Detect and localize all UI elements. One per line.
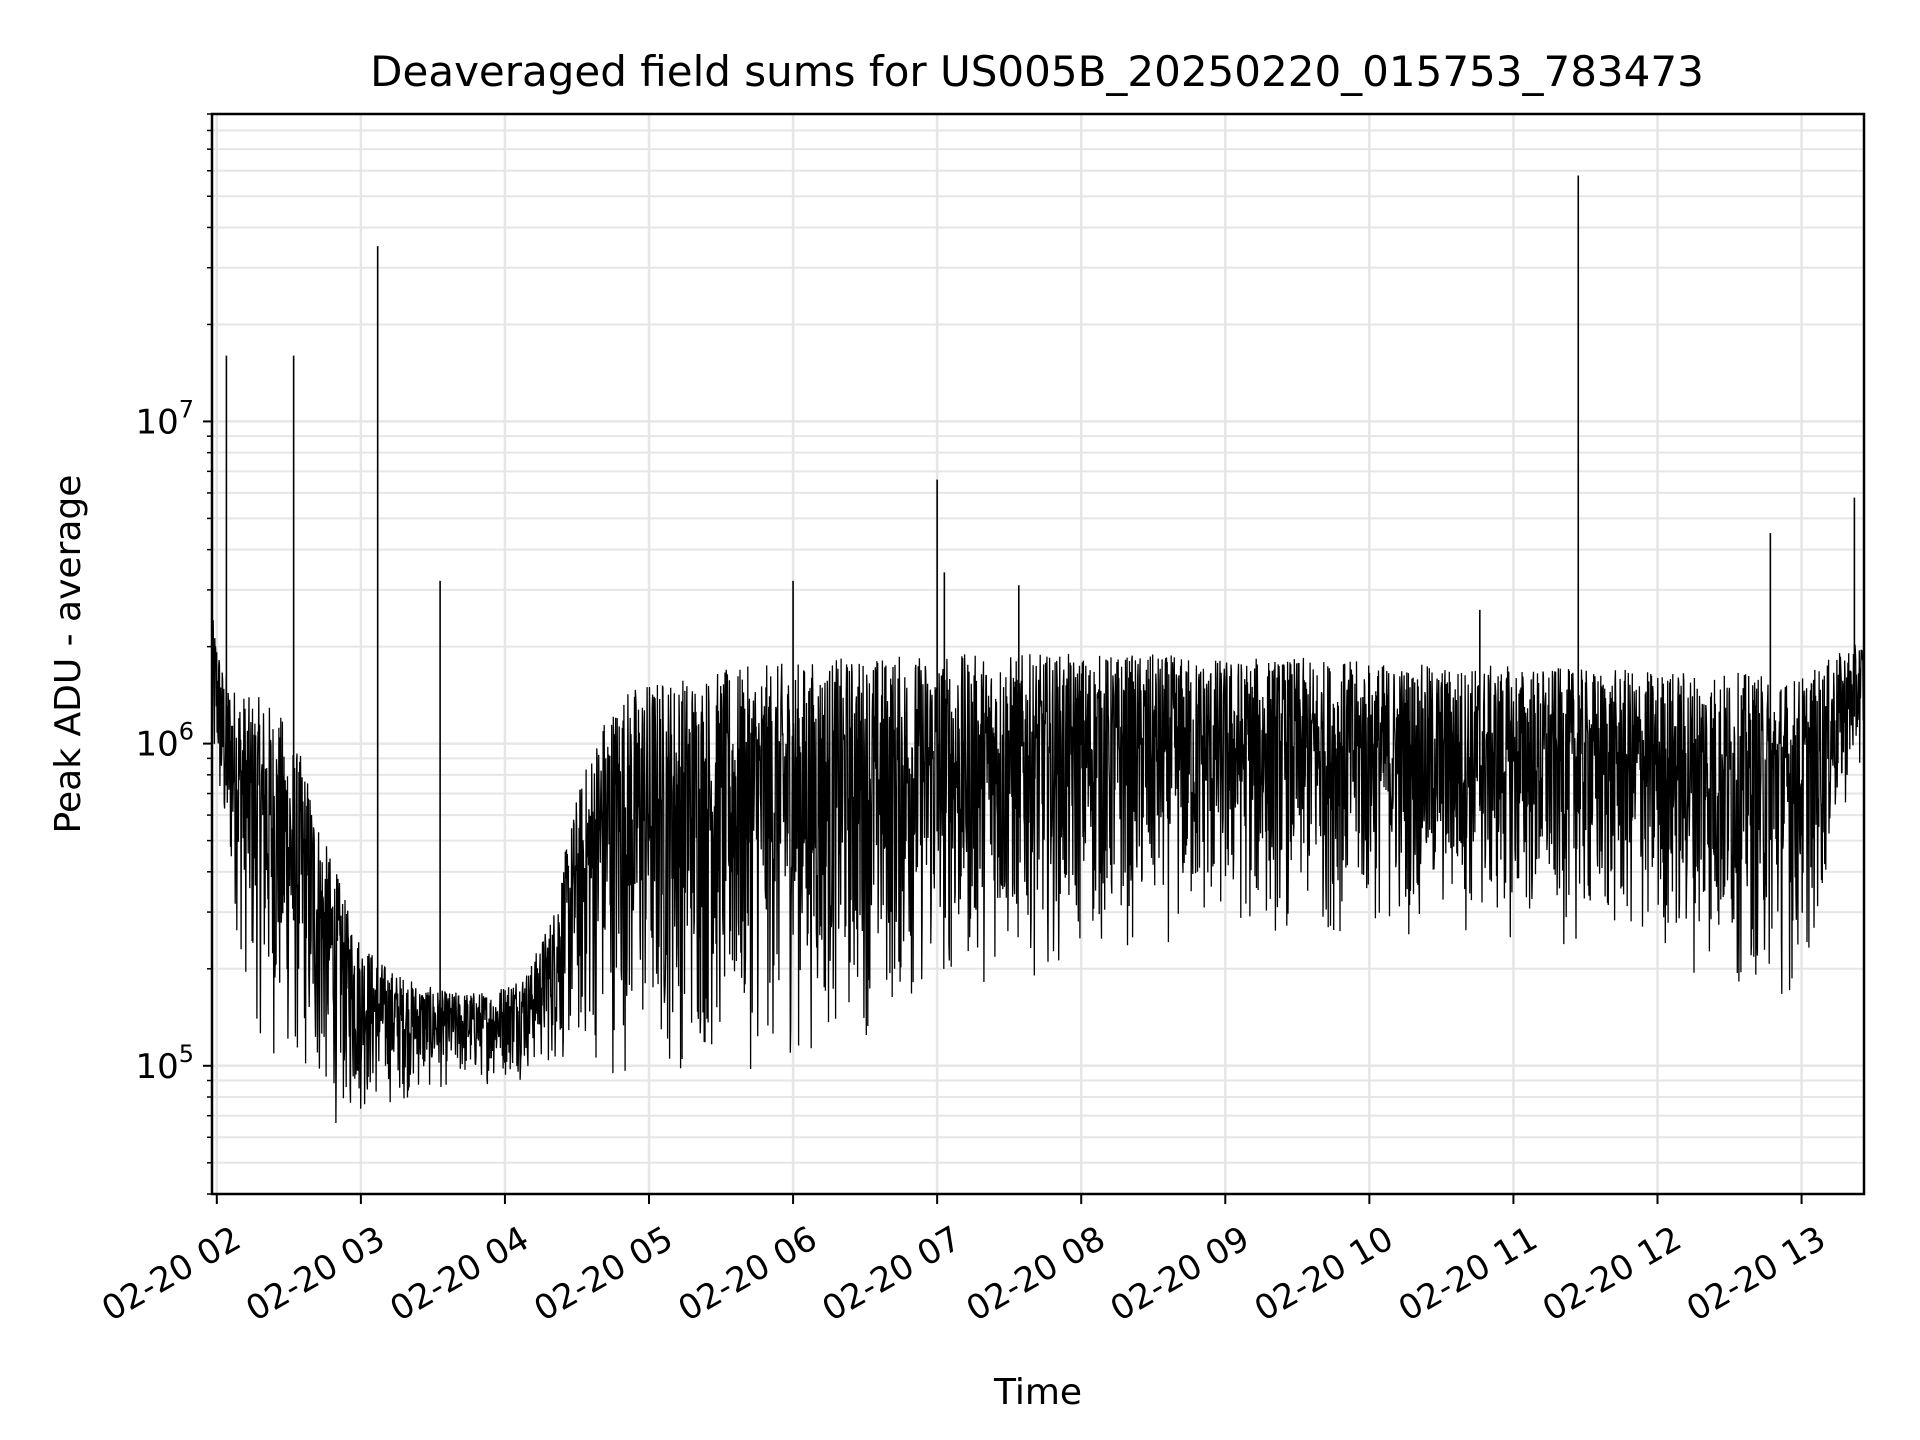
x-axis-label: Time	[993, 1372, 1082, 1413]
y-tick-label: 106	[135, 718, 194, 765]
y-axis-label: Peak ADU - average	[48, 475, 89, 834]
plot-frame	[210, 112, 1866, 1196]
chart-title: Deaveraged field sums for US005B_2025022…	[370, 47, 1704, 96]
series-line	[211, 620, 1865, 1124]
y-tick-label: 107	[135, 395, 194, 442]
y-axis: 105 106 107	[135, 113, 212, 1195]
y-tick-label: 105	[135, 1040, 194, 1087]
data-layer	[211, 175, 1865, 1124]
